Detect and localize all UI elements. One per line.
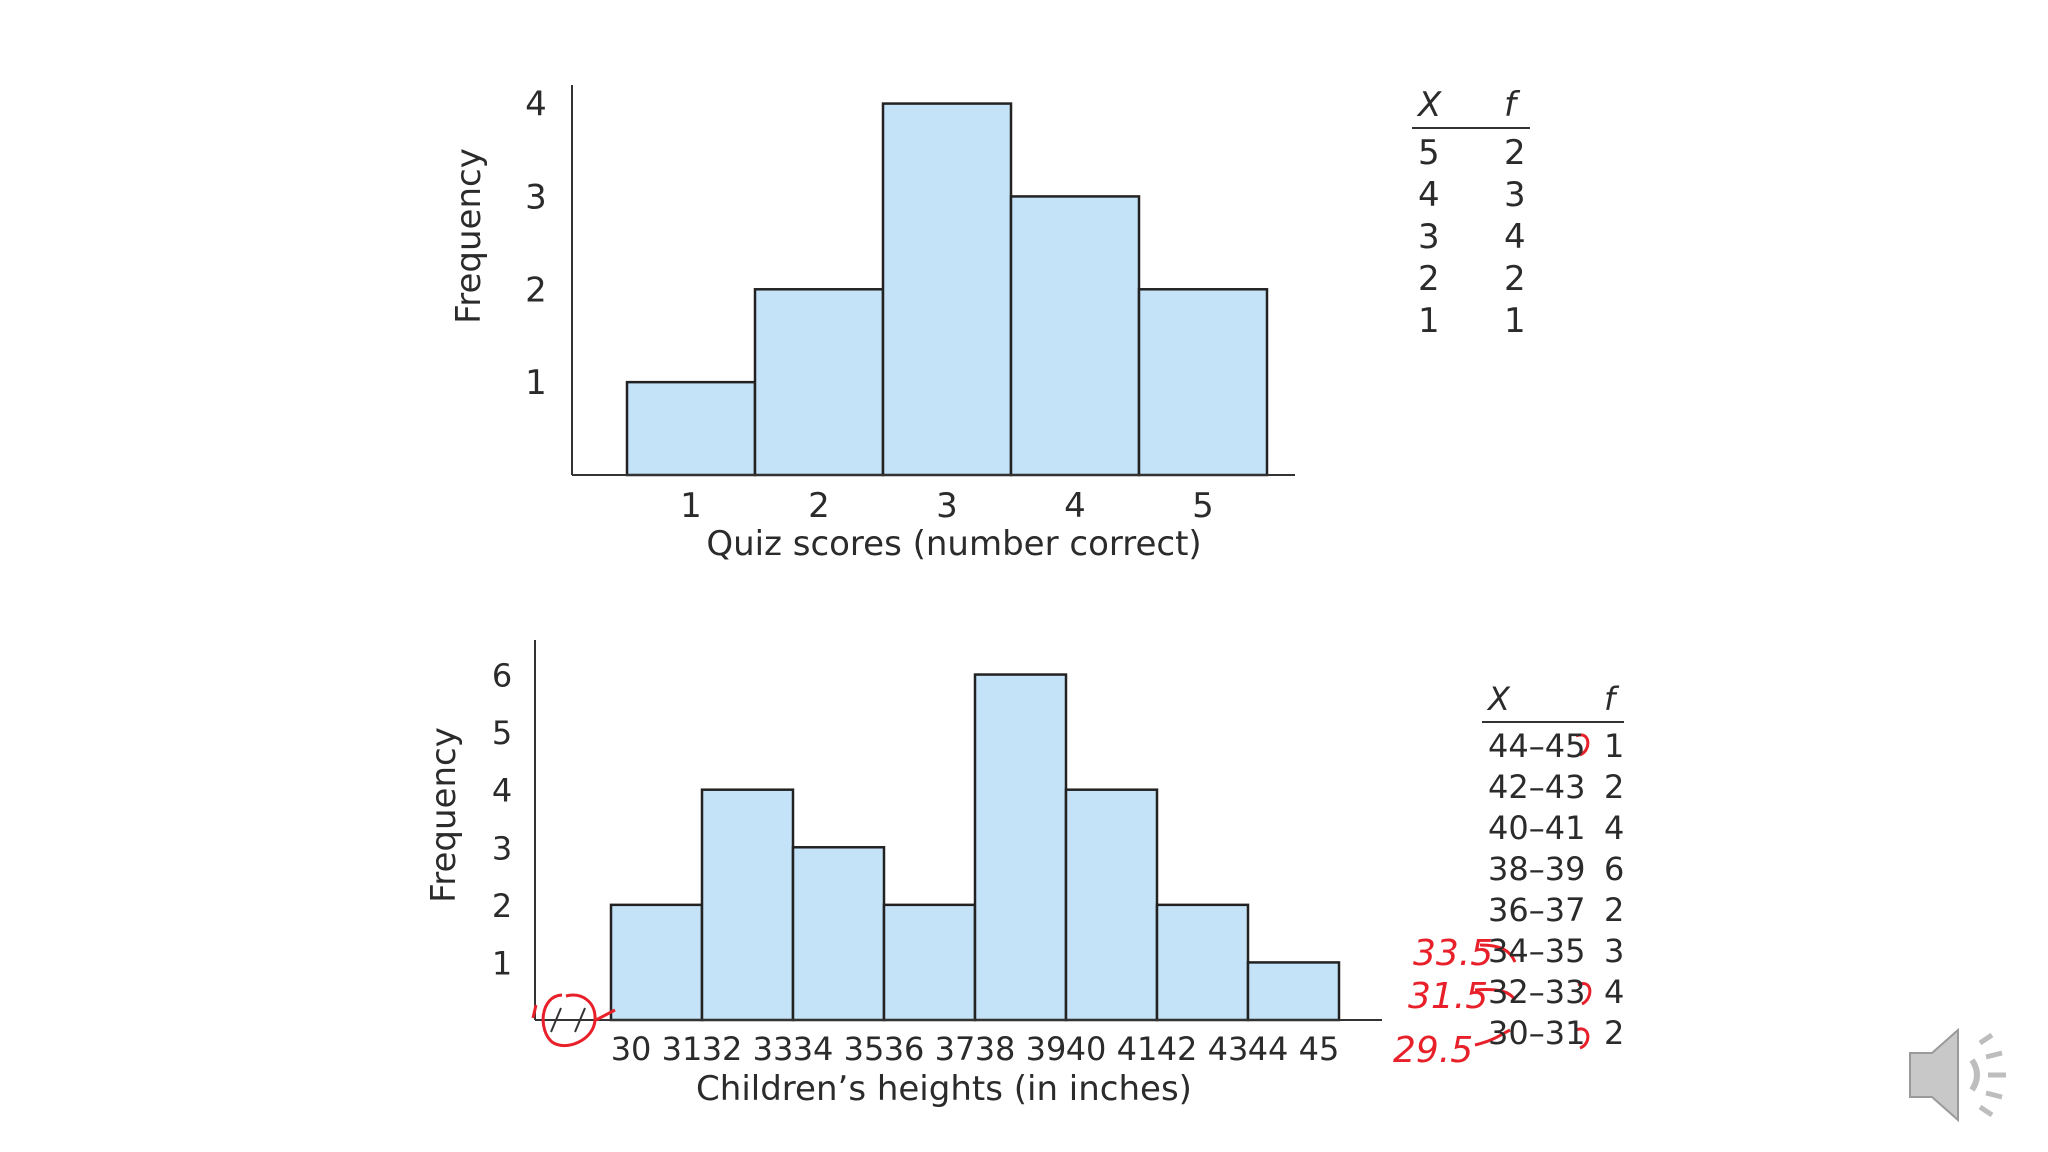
bar-32-33 bbox=[700, 788, 795, 1022]
handwritten-circle-annotation bbox=[541, 993, 597, 1048]
x-tick-label: 32 33 bbox=[702, 1030, 794, 1068]
table-row: 32–33 4 bbox=[1482, 973, 1624, 1014]
table-cell: 1 bbox=[1504, 301, 1526, 341]
table-cell: 3 bbox=[1504, 175, 1526, 215]
x-tick-label: 36 37 bbox=[884, 1030, 976, 1068]
bar-34-35 bbox=[791, 846, 886, 1022]
x-tick-label: 40 41 bbox=[1066, 1030, 1158, 1068]
y-tick-label: 2 bbox=[525, 270, 547, 310]
table-cell: 2 bbox=[1604, 891, 1625, 929]
handwritten-boundary-annotations: 33.5 31.5 29.5 bbox=[1393, 733, 1592, 1071]
bar-5 bbox=[1137, 288, 1269, 477]
y-axis-title: Frequency bbox=[449, 148, 489, 324]
table-header-cell: f bbox=[1604, 680, 1616, 718]
table-header-cell: X bbox=[1418, 85, 1442, 125]
x-tick-label: 3 bbox=[936, 486, 958, 526]
x-axis-title: Quiz scores (number correct) bbox=[706, 524, 1201, 564]
table-cell: 2 bbox=[1418, 259, 1440, 299]
bar-38-39 bbox=[973, 673, 1068, 1022]
y-tick-label: 4 bbox=[525, 85, 547, 125]
x-tick-label: 34 35 bbox=[793, 1030, 885, 1068]
bar-1 bbox=[625, 380, 757, 477]
y-tick-label: 3 bbox=[492, 829, 512, 867]
table-header-cell: f bbox=[1504, 85, 1516, 125]
x-tick-label: 30 31 bbox=[611, 1030, 703, 1068]
table-cell: 32–33 bbox=[1488, 973, 1586, 1011]
y-tick-label: 1 bbox=[525, 363, 547, 403]
bar-2 bbox=[753, 288, 885, 477]
x-tick-label: 38 39 bbox=[975, 1030, 1067, 1068]
bar-30-31 bbox=[609, 903, 704, 1022]
annotation-33-5: 33.5 bbox=[1413, 933, 1493, 974]
table-header-cell: X bbox=[1488, 680, 1510, 718]
table-cell: 34–35 bbox=[1488, 932, 1586, 970]
table-row: 42–43 2 bbox=[1482, 768, 1624, 809]
table-cell: 30–31 bbox=[1488, 1014, 1586, 1052]
y-tick-label: 4 bbox=[492, 772, 512, 810]
bar-40-41 bbox=[1064, 788, 1159, 1022]
childrens-heights-histogram: 1 2 3 4 5 6 30 31 32 33 34 35 36 37 38 39 40 41 42 … bbox=[424, 640, 1382, 1109]
table-cell: 1 bbox=[1604, 727, 1625, 765]
x-tick-label: 2 bbox=[808, 486, 830, 526]
table-cell: 3 bbox=[1418, 217, 1440, 257]
table-cell: 2 bbox=[1504, 259, 1526, 299]
y-tick-label: 6 bbox=[492, 657, 512, 695]
table-cell: 3 bbox=[1604, 932, 1625, 970]
table-cell: 4 bbox=[1604, 809, 1625, 847]
table-cell: 40–41 bbox=[1488, 809, 1586, 847]
y-tick-label: 5 bbox=[492, 714, 512, 752]
handwritten-tick-annotation bbox=[531, 1004, 616, 1022]
bar-4 bbox=[1009, 195, 1141, 477]
table-cell: 36–37 bbox=[1488, 891, 1586, 929]
table-cell: 5 bbox=[1418, 133, 1440, 173]
bar-44-45 bbox=[1246, 961, 1341, 1022]
y-tick-label: 2 bbox=[492, 887, 512, 925]
x-tick-label: 1 bbox=[680, 486, 702, 526]
table-cell: 44–45 bbox=[1488, 727, 1586, 765]
table-cell: 6 bbox=[1604, 850, 1625, 888]
axis-break-mark bbox=[550, 1007, 586, 1033]
bar-42-43 bbox=[1155, 903, 1250, 1022]
bar-36-37 bbox=[882, 903, 977, 1022]
quiz-scores-histogram: 1 2 3 4 1 2 3 4 5 Frequency Quiz scores (number… bbox=[449, 85, 1295, 564]
table-row: 30–31 2 bbox=[1482, 1014, 1624, 1055]
bar-3 bbox=[881, 102, 1013, 477]
table-cell: 4 bbox=[1604, 973, 1625, 1011]
annotation-31-5: 31.5 bbox=[1408, 976, 1488, 1017]
table-cell: 2 bbox=[1604, 768, 1625, 806]
y-tick-label: 3 bbox=[525, 177, 547, 217]
table-row: 38–39 6 bbox=[1482, 850, 1624, 891]
x-tick-label: 42 43 bbox=[1157, 1030, 1249, 1068]
table-cell: 1 bbox=[1418, 301, 1440, 341]
table-cell: 4 bbox=[1418, 175, 1440, 215]
x-tick-label: 5 bbox=[1192, 486, 1214, 526]
table-cell: 2 bbox=[1604, 1014, 1625, 1052]
annotation-29-5: 29.5 bbox=[1393, 1030, 1473, 1071]
y-axis-title: Frequency bbox=[424, 727, 464, 903]
table-row: 44–45 1 bbox=[1482, 727, 1624, 768]
y-tick-label: 1 bbox=[492, 944, 512, 982]
table-row: 40–41 4 bbox=[1482, 809, 1624, 850]
table-cell: 38–39 bbox=[1488, 850, 1586, 888]
table-cell: 4 bbox=[1504, 217, 1526, 257]
table-cell: 2 bbox=[1504, 133, 1526, 173]
table-row: 36–37 2 bbox=[1482, 891, 1624, 932]
handwritten-connector-lines bbox=[1474, 733, 1592, 1050]
x-tick-label: 44 45 bbox=[1248, 1030, 1340, 1068]
x-axis-title: Children’s heights (in inches) bbox=[696, 1069, 1192, 1109]
x-tick-label: 4 bbox=[1064, 486, 1086, 526]
speaker-volume-icon[interactable] bbox=[1909, 1027, 2006, 1123]
table-row: 34–35 3 bbox=[1482, 932, 1624, 973]
table-cell: 42–43 bbox=[1488, 768, 1586, 806]
